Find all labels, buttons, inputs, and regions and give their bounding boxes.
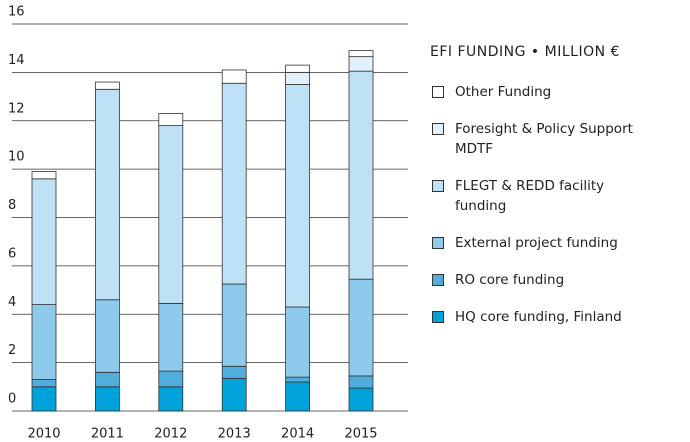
bar-segment xyxy=(348,278,374,377)
bar-segment xyxy=(285,71,311,85)
bar-segment xyxy=(95,81,120,90)
bar-segment xyxy=(348,56,374,72)
bar-segment xyxy=(31,171,57,180)
x-tick-label: 2011 xyxy=(91,427,124,442)
x-tick-label: 2013 xyxy=(218,427,251,442)
bar-segment xyxy=(95,299,120,373)
bar-segment xyxy=(285,306,311,378)
x-tick-label: 2010 xyxy=(27,427,60,442)
y-tick-label: 10 xyxy=(8,150,25,165)
bar-segment xyxy=(95,386,120,412)
legend-swatch xyxy=(432,180,444,192)
legend-label: External project funding xyxy=(455,235,618,251)
legend-swatch xyxy=(432,237,444,249)
legend-label: Foresight & Policy Support MDTF xyxy=(455,121,633,157)
bar-segment xyxy=(221,69,247,84)
bar-segment xyxy=(221,283,247,367)
legend: EFI FUNDING • MILLION € Other Funding For… xyxy=(430,44,688,344)
bar-segment xyxy=(348,50,374,58)
bar-segment xyxy=(285,64,311,73)
bar-segment xyxy=(285,381,311,412)
x-tick-label: 2012 xyxy=(154,427,187,442)
y-tick-label: 14 xyxy=(8,53,25,68)
legend-label: RO core funding xyxy=(455,272,565,288)
bar-segment xyxy=(158,113,184,126)
y-tick-label: 4 xyxy=(8,295,16,310)
legend-swatch xyxy=(432,311,444,323)
legend-item: External project funding xyxy=(430,233,688,253)
bar-segment xyxy=(158,386,184,412)
bar-segment xyxy=(221,377,247,412)
bar-segment xyxy=(348,375,374,389)
bar-segment xyxy=(158,302,184,372)
bar-segment xyxy=(221,82,247,285)
legend-label: FLEGT & REDD facility funding xyxy=(455,178,605,214)
legend-item: Other Funding xyxy=(430,82,688,102)
legend-item: Foresight & Policy Support MDTF xyxy=(430,119,688,159)
bar-segment xyxy=(348,70,374,280)
y-tick-label: 0 xyxy=(8,392,16,407)
chart-title: EFI FUNDING • MILLION € xyxy=(430,44,620,60)
bar-segment xyxy=(31,386,57,412)
bar-segment xyxy=(95,88,120,301)
legend-label: HQ core funding, Finland xyxy=(455,309,622,325)
legend-item: RO core funding xyxy=(430,270,688,290)
bar-segment xyxy=(31,379,57,388)
bar-segment xyxy=(285,376,311,383)
x-tick-label: 2015 xyxy=(344,427,377,442)
bar-segment xyxy=(158,125,184,304)
y-tick-label: 8 xyxy=(8,198,16,213)
legend-swatch xyxy=(432,274,444,286)
legend-label: Other Funding xyxy=(455,84,552,100)
x-tick-label: 2014 xyxy=(281,427,314,442)
y-tick-label: 6 xyxy=(8,246,16,261)
y-tick-label: 12 xyxy=(8,101,25,116)
y-tick-label: 2 xyxy=(8,343,16,358)
legend-item: HQ core funding, Finland xyxy=(430,307,688,327)
bar-segment xyxy=(158,370,184,388)
legend-item: FLEGT & REDD facility funding xyxy=(430,176,688,216)
legend-swatch xyxy=(432,86,444,98)
bar-segment xyxy=(221,365,247,379)
bar-segment xyxy=(31,178,57,305)
y-tick-label: 16 xyxy=(8,5,25,20)
bar-segment xyxy=(285,84,311,308)
legend-swatch xyxy=(432,123,444,135)
bar-segment xyxy=(31,304,57,380)
bar-segment xyxy=(95,371,120,388)
bar-segment xyxy=(348,387,374,412)
